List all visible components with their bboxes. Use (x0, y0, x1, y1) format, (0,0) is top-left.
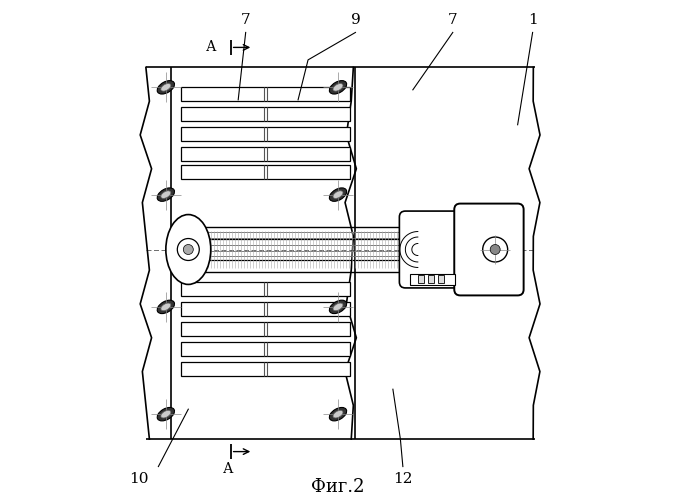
Ellipse shape (161, 410, 171, 418)
Bar (438, 275, 443, 283)
Bar (428, 275, 434, 283)
Ellipse shape (329, 300, 347, 313)
Bar (180, 147, 350, 161)
Circle shape (177, 239, 199, 260)
Ellipse shape (329, 81, 347, 94)
Ellipse shape (333, 83, 343, 91)
Ellipse shape (329, 408, 347, 421)
Bar (180, 282, 350, 296)
Text: 9: 9 (351, 13, 360, 27)
Bar (180, 87, 350, 101)
Circle shape (490, 245, 500, 254)
Ellipse shape (158, 408, 174, 421)
Text: А: А (223, 462, 233, 476)
Ellipse shape (158, 188, 174, 201)
Bar (418, 275, 424, 283)
Circle shape (183, 245, 193, 254)
Ellipse shape (161, 83, 171, 91)
Ellipse shape (333, 303, 343, 311)
FancyBboxPatch shape (400, 211, 474, 288)
Ellipse shape (158, 300, 174, 313)
Text: А: А (206, 40, 216, 54)
Bar (180, 342, 350, 356)
Text: 7: 7 (448, 13, 458, 27)
Circle shape (483, 237, 508, 262)
Ellipse shape (161, 303, 171, 311)
Bar (180, 302, 350, 316)
Ellipse shape (329, 188, 347, 201)
Text: 10: 10 (128, 472, 148, 486)
Ellipse shape (158, 81, 174, 94)
Ellipse shape (161, 191, 171, 199)
Ellipse shape (333, 410, 343, 418)
Bar (180, 362, 350, 376)
Bar (180, 107, 350, 121)
Text: Фиг.2: Фиг.2 (311, 478, 365, 496)
Bar (180, 127, 350, 141)
Ellipse shape (333, 191, 343, 199)
Bar (180, 165, 350, 179)
Bar (180, 322, 350, 336)
Text: 12: 12 (393, 472, 412, 486)
Text: 1: 1 (528, 13, 537, 27)
Text: 7: 7 (241, 13, 251, 27)
Bar (410, 274, 455, 285)
FancyBboxPatch shape (454, 204, 524, 295)
Bar (146, 67, 356, 439)
Bar (356, 67, 535, 439)
Ellipse shape (166, 215, 211, 284)
